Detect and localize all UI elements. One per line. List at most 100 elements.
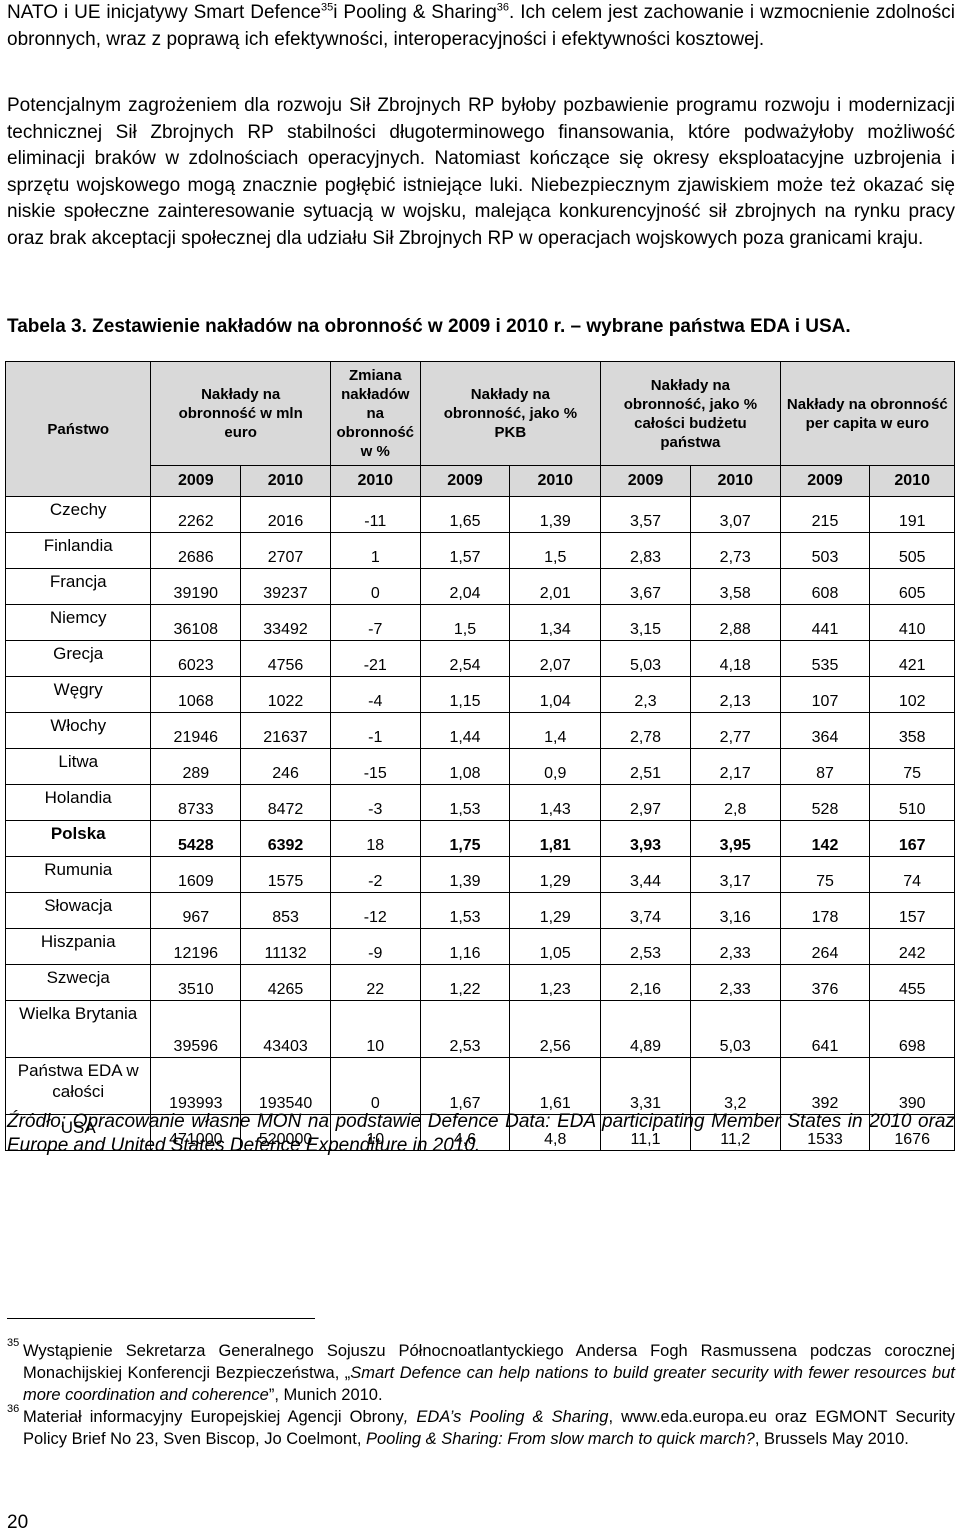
value-cell: 3,07 <box>689 496 781 533</box>
value-cell: 3,93 <box>600 820 691 857</box>
value-cell: 1609 <box>150 856 242 893</box>
value-cell: 2262 <box>150 496 242 533</box>
country-cell: Finlandia <box>4 532 152 569</box>
table-row: Holandia 8733 8472 -3 1,53 1,43 2,97 2,8 528 510 <box>4 784 955 821</box>
value-cell: 503 <box>779 532 871 569</box>
value-cell: 1,4 <box>509 712 602 749</box>
value-cell: 2,01 <box>509 568 602 605</box>
country-cell: Niemcy <box>4 604 152 641</box>
value-cell: 1,53 <box>419 892 511 929</box>
year-header: 2010 <box>509 465 602 497</box>
table-row: Niemcy 36108 33492 -7 1,5 1,34 3,15 2,88 441 410 <box>4 604 955 641</box>
value-cell: 2,3 <box>600 676 691 713</box>
value-cell: 0 <box>329 1057 421 1115</box>
value-cell: 967 <box>150 892 242 929</box>
table-row: Francja 39190 39237 0 2,04 2,01 3,67 3,58 608 605 <box>4 568 955 605</box>
value-cell: 2,77 <box>689 712 781 749</box>
value-cell: -1 <box>329 712 421 749</box>
value-cell: 2,88 <box>689 604 781 641</box>
table-row: USA 471000 520000 10 4,6 4,8 11,1 11,2 1533 1676 <box>4 1114 955 1151</box>
country-cell: Litwa <box>4 748 152 785</box>
value-cell: 33492 <box>240 604 331 641</box>
country-cell: Hiszpania <box>4 928 152 965</box>
value-cell: 1,08 <box>419 748 511 785</box>
table-row: Polska 5428 6392 18 1,75 1,81 3,93 3,95 142 167 <box>4 820 955 857</box>
value-cell: 167 <box>869 820 955 857</box>
value-cell: 3,74 <box>600 892 691 929</box>
value-cell: 358 <box>869 712 955 749</box>
value-cell: 242 <box>869 928 955 965</box>
value-cell: 376 <box>779 964 871 1001</box>
header-gdp: Nakłady na obronność, jako % PKB <box>419 361 602 466</box>
table-row: Rumunia 1609 1575 -2 1,39 1,29 3,44 3,17 75 74 <box>4 856 955 893</box>
value-cell: 1,44 <box>419 712 511 749</box>
value-cell: 1,65 <box>419 496 511 533</box>
value-cell: 1,61 <box>509 1057 602 1115</box>
value-cell: -12 <box>329 892 421 929</box>
value-cell: 3,57 <box>600 496 691 533</box>
value-cell: 2,13 <box>689 676 781 713</box>
value-cell: 11132 <box>240 928 331 965</box>
footnote-divider <box>7 1318 315 1319</box>
value-cell: 2,83 <box>600 532 691 569</box>
value-cell: 75 <box>869 748 955 785</box>
value-cell: 1,22 <box>419 964 511 1001</box>
country-cell: Szwecja <box>4 964 152 1001</box>
value-cell: 510 <box>869 784 955 821</box>
value-cell: 87 <box>779 748 871 785</box>
value-cell: 2,53 <box>600 928 691 965</box>
value-cell: 3,67 <box>600 568 691 605</box>
source-note: Źródło: Opracowanie własne MON na podsta… <box>7 1111 955 1156</box>
value-cell: 1,29 <box>509 856 602 893</box>
value-cell: 520000 <box>240 1114 331 1151</box>
value-cell: 1,57 <box>419 532 511 569</box>
value-cell: 364 <box>779 712 871 749</box>
value-cell: 1,15 <box>419 676 511 713</box>
country-cell: Włochy <box>4 712 152 749</box>
year-header: 2010 <box>240 465 331 497</box>
table-row: Litwa 289 246 -15 1,08 0,9 2,51 2,17 87 75 <box>4 748 955 785</box>
footnote-ref-36[interactable]: 36 <box>496 1 510 14</box>
value-cell: 39190 <box>150 568 242 605</box>
value-cell: 2707 <box>240 532 331 569</box>
value-cell: -7 <box>329 604 421 641</box>
value-cell: 264 <box>779 928 871 965</box>
value-cell: -9 <box>329 928 421 965</box>
value-cell: -21 <box>329 640 421 677</box>
value-cell: 1676 <box>869 1114 955 1151</box>
value-cell: 1,16 <box>419 928 511 965</box>
intro-paragraph: NATO i UE inicjatywy Smart Defence35i Po… <box>7 1 955 50</box>
value-cell: 605 <box>869 568 955 605</box>
value-cell: 2,04 <box>419 568 511 605</box>
year-header: 2009 <box>779 465 871 497</box>
value-cell: 8472 <box>240 784 331 821</box>
country-cell: Francja <box>4 568 152 605</box>
value-cell: 2,73 <box>689 532 781 569</box>
value-cell: 3,44 <box>600 856 691 893</box>
value-cell: 1,39 <box>509 496 602 533</box>
value-cell: 3510 <box>150 964 242 1001</box>
value-cell: 215 <box>779 496 871 533</box>
header-budget: Nakłady na obronność, jako % całości bud… <box>600 361 781 466</box>
value-cell: 1,67 <box>419 1057 511 1115</box>
value-cell: 1,43 <box>509 784 602 821</box>
value-cell: 3,58 <box>689 568 781 605</box>
value-cell: 3,15 <box>600 604 691 641</box>
value-cell: 3,17 <box>689 856 781 893</box>
footnote-ref-35[interactable]: 35 <box>321 1 334 14</box>
value-cell: 1,34 <box>509 604 602 641</box>
value-cell: 535 <box>779 640 871 677</box>
value-cell: 10 <box>329 1114 421 1151</box>
value-cell: 2,56 <box>509 1000 602 1058</box>
country-cell: Węgry <box>4 676 152 713</box>
value-cell: 22 <box>329 964 421 1001</box>
value-cell: 43403 <box>240 1000 331 1058</box>
value-cell: 1,75 <box>419 820 511 857</box>
value-cell: 441 <box>779 604 871 641</box>
country-cell: USA <box>4 1114 152 1151</box>
country-cell: Państwa EDA w całości <box>4 1057 152 1115</box>
table-row: Finlandia 2686 2707 1 1,57 1,5 2,83 2,73 503 505 <box>4 532 955 569</box>
value-cell: 5,03 <box>689 1000 781 1058</box>
value-cell: 1068 <box>150 676 242 713</box>
country-cell: Holandia <box>4 784 152 821</box>
